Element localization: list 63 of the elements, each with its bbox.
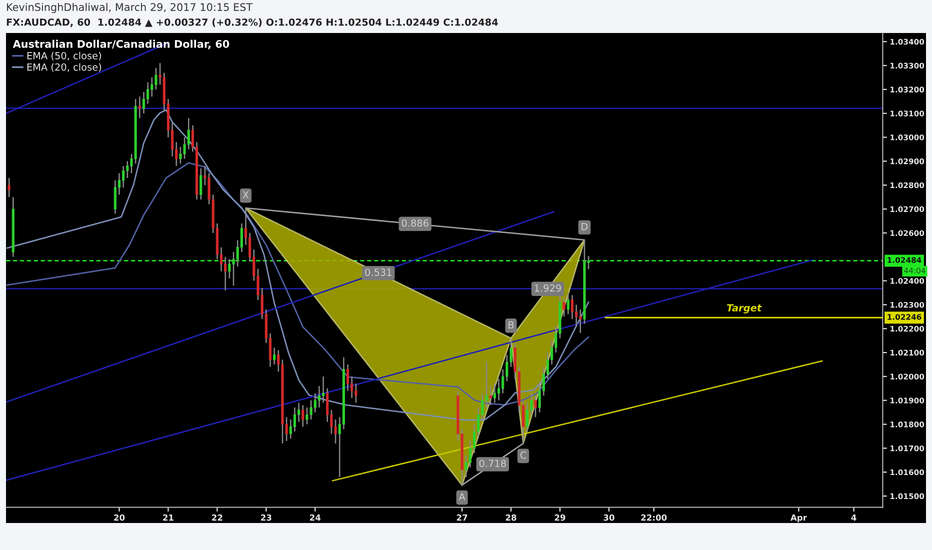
candlestick	[562, 296, 566, 318]
candlestick	[526, 402, 529, 432]
annotation: 0.531	[365, 268, 392, 276]
candlestick	[346, 364, 350, 392]
candlestick	[289, 418, 292, 440]
chart-subtitle: FX:AUDCAD, 60 1.02484 ▲ +0.00327 (+0.32%) O:1.02476 H:1.02504 L:1.02449 C:1.02484	[6, 18, 498, 28]
candlestick	[298, 402, 300, 423]
annotation: 1.929	[534, 284, 561, 292]
annotation: 0.718	[479, 460, 506, 468]
candlestick	[314, 392, 316, 413]
candlestick	[310, 400, 312, 420]
candlestick	[579, 308, 582, 334]
annotation: 0.886	[402, 219, 428, 227]
candlestick	[334, 418, 337, 444]
series-label: Target	[726, 304, 762, 314]
legend-label: EMA (20, close)	[27, 63, 102, 72]
annotation: C	[520, 451, 526, 459]
annotation: X	[242, 191, 249, 198]
candlestick	[566, 292, 570, 315]
candlestick	[302, 404, 304, 428]
candlestick	[497, 378, 500, 402]
candlestick	[150, 76, 154, 98]
candlestick	[273, 347, 276, 366]
candlestick	[179, 146, 182, 164]
annotation: D	[582, 222, 588, 230]
x-tick-label: 24	[310, 514, 321, 521]
x-tick-label: 22	[212, 514, 222, 521]
x-tick-label: 29	[554, 514, 566, 521]
candlestick	[306, 406, 308, 425]
candlestick	[122, 165, 125, 188]
candlestick	[114, 180, 116, 214]
x-tick-label: 20	[114, 514, 125, 521]
candlestick	[326, 388, 329, 423]
candlestick	[142, 91, 146, 114]
x-tick-label: 28	[506, 514, 516, 521]
candlestick	[493, 383, 496, 404]
x-tick-label: 22:00	[641, 514, 667, 521]
candlestick	[200, 168, 202, 200]
chart-title: KevinSinghDhaliwal, March 29, 2017 10:15 EST	[7, 2, 253, 14]
candlestick	[293, 406, 296, 432]
candlestick	[154, 67, 158, 90]
candlestick	[126, 160, 129, 179]
x-tick-label: 27	[456, 514, 468, 521]
legend-label: EMA (50, close)	[27, 52, 102, 60]
candlestick	[570, 294, 574, 320]
candlestick	[354, 383, 358, 404]
x-tick-label: 21	[163, 514, 174, 521]
line-series	[6, 109, 590, 421]
candlestick	[318, 385, 321, 408]
candlestick	[322, 376, 325, 404]
candlestick	[232, 251, 235, 286]
candlestick	[8, 177, 10, 198]
x-tick-label: 30	[604, 514, 614, 521]
x-tick-label: Apr	[790, 514, 807, 522]
candlestick	[138, 96, 141, 119]
annotation: B	[508, 321, 514, 328]
x-tick-label: 23	[261, 514, 272, 521]
x-tick-label: 4	[851, 514, 856, 521]
candlestick	[534, 394, 537, 418]
candlestick	[224, 256, 227, 291]
candlestick	[489, 385, 492, 406]
candlestick	[228, 258, 231, 280]
annotation: A	[458, 493, 466, 500]
